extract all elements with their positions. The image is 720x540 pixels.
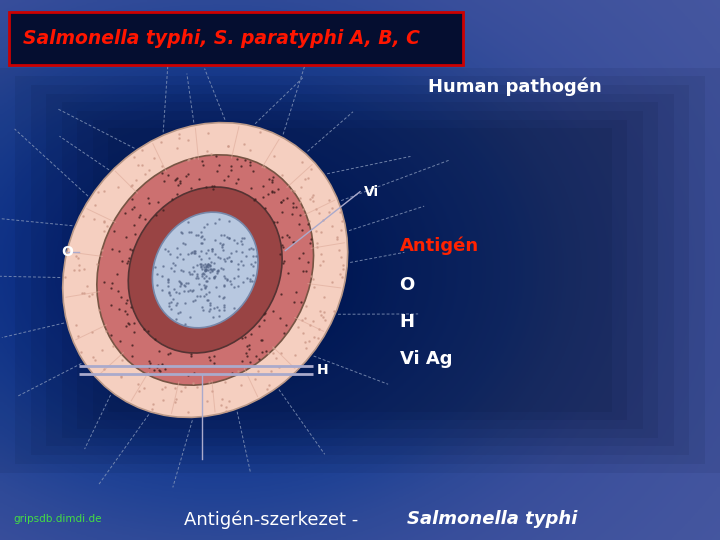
Bar <box>108 128 612 411</box>
Text: O: O <box>400 276 415 294</box>
Text: Antigén: Antigén <box>400 237 479 255</box>
Text: Vi: Vi <box>364 185 379 199</box>
Ellipse shape <box>97 155 313 385</box>
Bar <box>77 111 643 429</box>
Text: Antigén-szerkezet -: Antigén-szerkezet - <box>184 510 364 529</box>
Text: H: H <box>317 363 328 377</box>
Text: Salmonella typhi: Salmonella typhi <box>407 510 577 529</box>
Text: Human pathogén: Human pathogén <box>428 77 602 96</box>
FancyBboxPatch shape <box>9 12 463 65</box>
Bar <box>62 102 658 438</box>
Text: Vi Ag: Vi Ag <box>400 349 452 368</box>
Ellipse shape <box>63 123 348 417</box>
Text: Salmonella typhi, S. paratyphi A, B, C: Salmonella typhi, S. paratyphi A, B, C <box>23 29 420 48</box>
Ellipse shape <box>128 187 282 353</box>
Text: gripsdb.dimdi.de: gripsdb.dimdi.de <box>13 515 102 524</box>
Bar <box>0 68 720 472</box>
Bar <box>15 76 705 464</box>
Bar <box>31 85 689 455</box>
Bar <box>46 93 674 447</box>
Text: H: H <box>400 313 415 331</box>
Text: O: O <box>61 245 73 259</box>
Bar <box>93 119 627 421</box>
Ellipse shape <box>153 212 258 328</box>
